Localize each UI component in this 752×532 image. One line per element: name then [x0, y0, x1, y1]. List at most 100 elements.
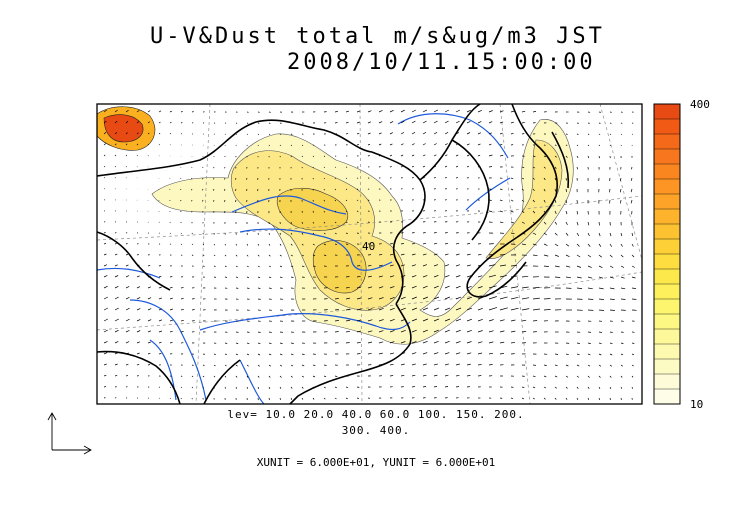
wind-vector: [103, 242, 107, 245]
wind-vector: [532, 254, 538, 257]
wind-vector: [521, 232, 526, 235]
wind-vector: [455, 177, 458, 179]
wind-vector: [532, 188, 535, 192]
wind-vector: [334, 122, 338, 124]
wind-vector: [444, 109, 450, 113]
wind-vector: [147, 297, 152, 300]
colorbar-cell: [654, 194, 680, 210]
wind-vector: [466, 253, 471, 256]
wind-vector: [433, 165, 437, 168]
colorbar-cell: [654, 359, 680, 375]
wind-vector: [147, 308, 152, 311]
wind-vector: [213, 265, 216, 267]
colorbar-cell: [654, 314, 680, 330]
wind-vector: [400, 132, 405, 135]
wind-vector: [411, 109, 416, 113]
wind-vector: [389, 109, 394, 113]
wind-vector: [609, 375, 612, 378]
wind-vector: [312, 232, 315, 235]
dust-core-central: [312, 240, 367, 294]
wind-vector: [620, 199, 622, 204]
wind-vector: [235, 276, 239, 278]
wind-vector: [444, 232, 448, 234]
wind-vector: [532, 386, 536, 389]
colorbar-cell: [654, 329, 680, 345]
wind-vector: [466, 264, 471, 267]
wind-vector: [323, 221, 326, 224]
wind-vector: [180, 110, 183, 113]
wind-vector: [290, 375, 293, 378]
wind-vector: [620, 232, 623, 237]
wind-vector: [609, 133, 612, 135]
wind-vector: [246, 342, 250, 345]
wind-vector: [114, 253, 118, 256]
wind-vector: [532, 232, 537, 235]
wind-vector: [136, 143, 139, 146]
wind-vector: [477, 109, 482, 113]
wind-vector: [378, 254, 383, 256]
wind-vector: [554, 232, 558, 236]
wind-vector: [554, 397, 557, 400]
wind-vector: [587, 144, 590, 147]
wind-vector: [224, 353, 228, 356]
wind-vector: [565, 210, 568, 215]
wind-vector: [477, 253, 482, 256]
wind-vector: [433, 340, 439, 344]
wind-vector: [103, 363, 107, 366]
wind-vector: [202, 386, 204, 389]
wind-vector: [125, 296, 130, 300]
wind-vector: [345, 397, 348, 400]
wind-vector: [136, 121, 140, 124]
wind-vector: [378, 143, 382, 146]
wind-vector: [630, 188, 633, 193]
wind-vector: [191, 177, 193, 180]
wind-vector: [422, 154, 426, 157]
wind-vector: [268, 364, 271, 367]
wind-vector: [103, 374, 107, 377]
wind-vector: [532, 111, 537, 113]
wind-vector: [103, 132, 107, 135]
wind-vector: [257, 342, 261, 345]
wind-vector: [521, 177, 525, 180]
wind-vector: [345, 276, 350, 278]
wind-vector: [587, 353, 591, 356]
wind-vector: [257, 386, 260, 389]
wind-vector: [620, 353, 624, 356]
wind-vector: [180, 319, 184, 322]
wind-vector: [532, 177, 535, 180]
wind-vector: [620, 375, 623, 378]
wind-vector: [609, 276, 614, 279]
contour-levels-line1: lev= 10.0 20.0 40.0 60.0 100. 150. 200.: [227, 408, 525, 421]
wind-vector: [400, 143, 404, 146]
wind-vector: [180, 232, 182, 234]
wind-vector: [180, 122, 183, 124]
wind-vector: [345, 286, 350, 289]
wind-vector: [422, 363, 427, 366]
colorbar-cell: [654, 164, 680, 180]
wind-vector: [422, 386, 427, 388]
wind-vector: [103, 143, 106, 146]
colorbar-cell: [654, 224, 680, 240]
wind-vector: [279, 254, 282, 257]
wind-vector: [444, 165, 448, 168]
wind-vector: [147, 121, 150, 124]
wind-vector: [279, 265, 283, 268]
wind-vector: [455, 242, 460, 245]
wind-vector: [609, 298, 615, 300]
wind-vector: [257, 243, 260, 246]
wind-vector: [499, 132, 503, 135]
wind-vector: [125, 275, 130, 278]
wind-vector: [301, 221, 304, 224]
wind-vector: [235, 133, 237, 135]
wind-vector: [477, 166, 480, 168]
wind-vector: [268, 265, 272, 268]
wind-vector: [323, 155, 326, 157]
wind-vector: [620, 265, 625, 268]
wind-vector: [356, 330, 362, 333]
wind-vector: [521, 121, 525, 124]
wind-vector: [598, 331, 602, 333]
map-panel: 40: [96, 103, 643, 405]
wind-vector: [191, 243, 194, 246]
wind-vector: [620, 342, 624, 344]
wind-vector: [598, 353, 602, 356]
